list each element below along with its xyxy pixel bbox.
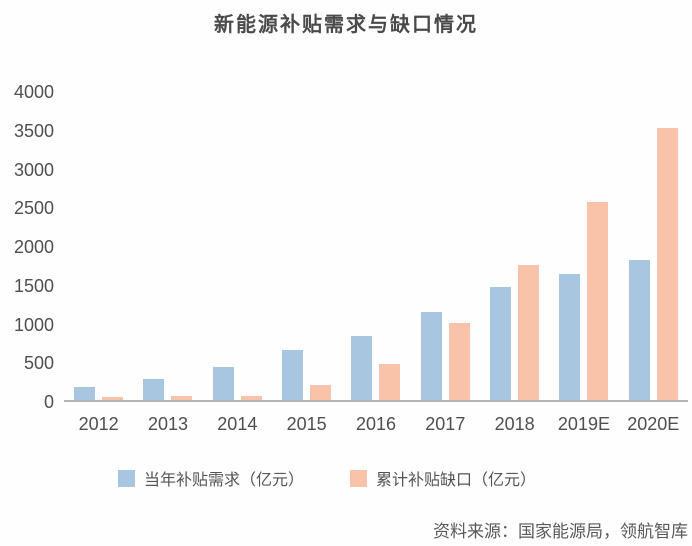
bar-gap-2013 xyxy=(171,396,193,400)
legend-swatch-demand xyxy=(118,469,135,487)
x-tick-label-2019E: 2019E xyxy=(557,414,610,434)
y-tick-label-1000: 1000 xyxy=(13,314,54,335)
bar-gap-2020E xyxy=(656,128,678,400)
x-tick-label-2014: 2014 xyxy=(217,414,258,434)
bar-group-2020E xyxy=(628,92,678,400)
y-tick-label-0: 0 xyxy=(43,392,54,412)
x-tick-label-2017: 2017 xyxy=(425,414,466,434)
plot-area xyxy=(64,92,688,402)
bar-group-2013 xyxy=(143,92,193,400)
bar-demand-2017 xyxy=(420,312,442,400)
x-tick-label-2018: 2018 xyxy=(494,414,535,434)
y-tick-label-2500: 2500 xyxy=(13,198,54,219)
bar-gap-2012 xyxy=(102,396,124,400)
x-axis: 2012 2013 2014 2015 2016 2017 2018 2019E 2020E xyxy=(64,414,688,435)
bar-group-2014 xyxy=(212,92,262,400)
bar-gap-2017 xyxy=(448,322,470,400)
bar-group-2016 xyxy=(351,92,401,400)
legend: 当年补贴需求（亿元） 累计补贴缺口（亿元） xyxy=(118,466,536,490)
legend-item-demand: 当年补贴需求（亿元） xyxy=(118,466,304,490)
legend-swatch-gap xyxy=(350,469,368,487)
bar-demand-2015 xyxy=(282,350,304,400)
bar-demand-2014 xyxy=(212,366,234,400)
x-tick-label-2012: 2012 xyxy=(78,414,119,434)
y-tick-label-2000: 2000 xyxy=(13,237,54,257)
bar-demand-2018 xyxy=(490,286,512,400)
bar-gap-2018 xyxy=(518,265,540,400)
x-tick-label-2013: 2013 xyxy=(147,414,189,434)
legend-item-gap: 累计补贴缺口（亿元） xyxy=(350,466,536,490)
bar-demand-2016 xyxy=(351,335,373,400)
x-tick-label-2015: 2015 xyxy=(286,414,327,434)
x-tick-label-2016: 2016 xyxy=(355,414,396,434)
bar-group-2018 xyxy=(490,92,540,400)
x-tick-label-2020E: 2020E xyxy=(627,414,680,434)
bar-group-2017 xyxy=(420,92,470,400)
bar-group-2015 xyxy=(282,92,332,400)
chart-title: 新能源补贴需求与缺口情况 xyxy=(214,14,478,36)
bar-group-2012 xyxy=(74,92,124,400)
y-tick-label-3500: 3500 xyxy=(13,120,54,141)
bar-demand-2013 xyxy=(143,379,165,400)
legend-label-gap: 累计补贴缺口（亿元） xyxy=(376,472,537,489)
y-tick-label-4000: 4000 xyxy=(13,82,54,102)
y-tick-label-500: 500 xyxy=(23,353,54,374)
bar-demand-2019E xyxy=(559,273,581,400)
y-tick-label-3000: 3000 xyxy=(13,159,54,180)
source-note: 资料来源：国家能源局，领航智库 xyxy=(433,522,688,541)
bar-gap-2019E xyxy=(587,202,609,400)
bar-demand-2020E xyxy=(628,259,650,400)
bar-gap-2015 xyxy=(310,385,332,400)
bar-demand-2012 xyxy=(74,386,96,400)
legend-label-demand: 当年补贴需求（亿元） xyxy=(144,472,305,489)
bar-group-2019E xyxy=(559,92,609,400)
y-tick-label-1500: 1500 xyxy=(13,275,54,296)
bar-gap-2014 xyxy=(240,396,262,400)
bar-gap-2016 xyxy=(379,363,401,400)
